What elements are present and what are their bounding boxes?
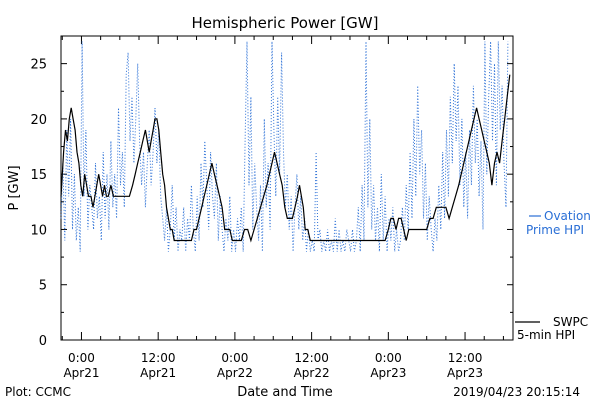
x-tick-label-time: 12:00 (448, 351, 483, 365)
legend-ovation-label-line1: Ovation (544, 209, 591, 223)
legend-swpc: SWPC 5-min HPI (515, 315, 588, 342)
x-tick-label-time: 12:00 (294, 351, 329, 365)
y-tick-label: 15 (30, 168, 47, 183)
legend-swpc-label-line2: 5-min HPI (517, 328, 575, 342)
x-tick-label-date: Apr23 (370, 366, 406, 380)
x-tick-label-time: 12:00 (141, 351, 176, 365)
y-tick-label: 5 (39, 279, 47, 294)
series-line-ovation (60, 41, 509, 252)
x-tick-label-date: Apr23 (447, 366, 483, 380)
y-tick-label: 10 (30, 223, 47, 238)
x-tick-label-time: 0:00 (375, 351, 402, 365)
plot-credit: Plot: CCMC (5, 385, 71, 399)
y-axis-label: P [GW] (7, 165, 22, 210)
x-tick-label-date: Apr21 (63, 366, 99, 380)
plot-timestamp: 2019/04/23 20:15:14 (453, 385, 580, 399)
x-tick-label-date: Apr22 (294, 366, 330, 380)
x-tick-label-time: 0:00 (221, 351, 248, 365)
x-tick-label-date: Apr22 (217, 366, 253, 380)
legend-ovation: Ovation Prime HPI (526, 209, 591, 237)
y-tick-label: 20 (30, 113, 47, 128)
x-tick-label-date: Apr21 (140, 366, 176, 380)
legend-swpc-label-line1: SWPC (553, 315, 588, 329)
x-tick-label-time: 0:00 (68, 351, 95, 365)
x-axis-label: Date and Time (237, 385, 333, 400)
legend-ovation-label-line2: Prime HPI (526, 223, 584, 237)
y-tick-label: 0 (39, 334, 47, 349)
y-tick-label: 25 (30, 58, 47, 73)
chart-title: Hemispheric Power [GW] (192, 14, 379, 32)
series-line-swpc (60, 74, 511, 243)
